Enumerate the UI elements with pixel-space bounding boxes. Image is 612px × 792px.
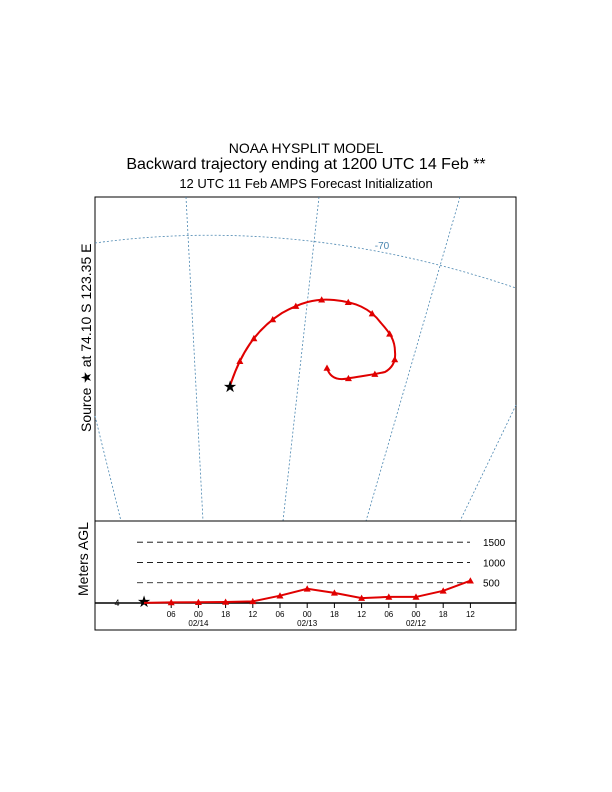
- map-trajectory-marker: [344, 374, 352, 382]
- profile-time-label: 18: [221, 610, 230, 619]
- profile-time-label: 12: [357, 610, 366, 619]
- profile-trajectory-marker: [385, 593, 393, 600]
- longitude-line: [282, 196, 320, 522]
- map-trajectory-line: [229, 298, 397, 387]
- start-height-label: 4: [114, 598, 119, 608]
- map-trajectory-marker: [391, 355, 399, 363]
- profile-trajectory-marker: [439, 587, 447, 594]
- longitude-line: [185, 196, 204, 522]
- profile-time-label: 12: [466, 610, 475, 619]
- profile-height-label: 1000: [483, 558, 506, 569]
- profile-trajectory-marker: [194, 598, 202, 605]
- profile-height-label: 1500: [483, 538, 506, 549]
- profile-trajectory-marker: [167, 598, 175, 606]
- map-trajectory-marker: [368, 310, 376, 317]
- map-trajectory-marker: [292, 302, 300, 309]
- profile-trajectory-marker: [303, 585, 311, 592]
- profile-time-label: 00: [194, 610, 203, 619]
- profile-trajectory-marker: [222, 598, 230, 605]
- profile-date-label: 02/12: [406, 619, 427, 628]
- map-grid: [94, 196, 517, 522]
- profile-date-label: 02/14: [188, 619, 209, 628]
- profile-height-label: 500: [483, 579, 500, 590]
- map-panel-frame: [94, 196, 517, 522]
- profile-trajectory-line: [143, 579, 471, 604]
- profile-time-label: 18: [330, 610, 339, 619]
- profile-date-label: 02/13: [297, 619, 318, 628]
- longitude-line: [94, 415, 122, 522]
- map-trajectory-marker: [236, 357, 244, 364]
- profile-trajectory-marker: [249, 597, 257, 605]
- profile-time-label: 18: [439, 610, 448, 619]
- profile-time-label: 06: [384, 610, 393, 619]
- latitude-label: -70: [375, 241, 390, 252]
- map-trajectory-marker: [371, 370, 379, 377]
- profile-panel-frame: [94, 520, 517, 631]
- trajectory-title: Backward trajectory ending at 1200 UTC 1…: [126, 156, 486, 173]
- profile-time-label: 06: [276, 610, 285, 619]
- latitude-line-70: [94, 234, 517, 289]
- profile-trajectory-marker: [466, 577, 474, 584]
- profile-trajectory-marker: [358, 594, 366, 601]
- profile-time-label: 00: [412, 610, 421, 619]
- profile-time-label: 06: [167, 610, 176, 619]
- profile-trajectory-marker: [276, 592, 284, 599]
- profile-trajectory-marker: [330, 589, 338, 596]
- map-trajectory-marker: [344, 298, 352, 306]
- profile-time-label: 12: [248, 610, 257, 619]
- profile-time-label: 00: [303, 610, 312, 619]
- map-trajectory-marker: [250, 334, 258, 342]
- longitude-line: [459, 404, 517, 522]
- map-trajectory-marker: [386, 330, 394, 337]
- map-trajectory-marker: [318, 296, 326, 303]
- source-star-marker: ★: [223, 379, 237, 396]
- model-title: NOAA HYSPLIT MODEL: [228, 140, 384, 156]
- longitude-line: [365, 196, 461, 522]
- map-trajectory-marker: [323, 364, 331, 371]
- profile-trajectory-marker: [412, 593, 420, 600]
- map-trajectory-marker: [269, 315, 277, 323]
- initialization-subtitle: 12 UTC 11 Feb AMPS Forecast Initializati…: [179, 176, 433, 191]
